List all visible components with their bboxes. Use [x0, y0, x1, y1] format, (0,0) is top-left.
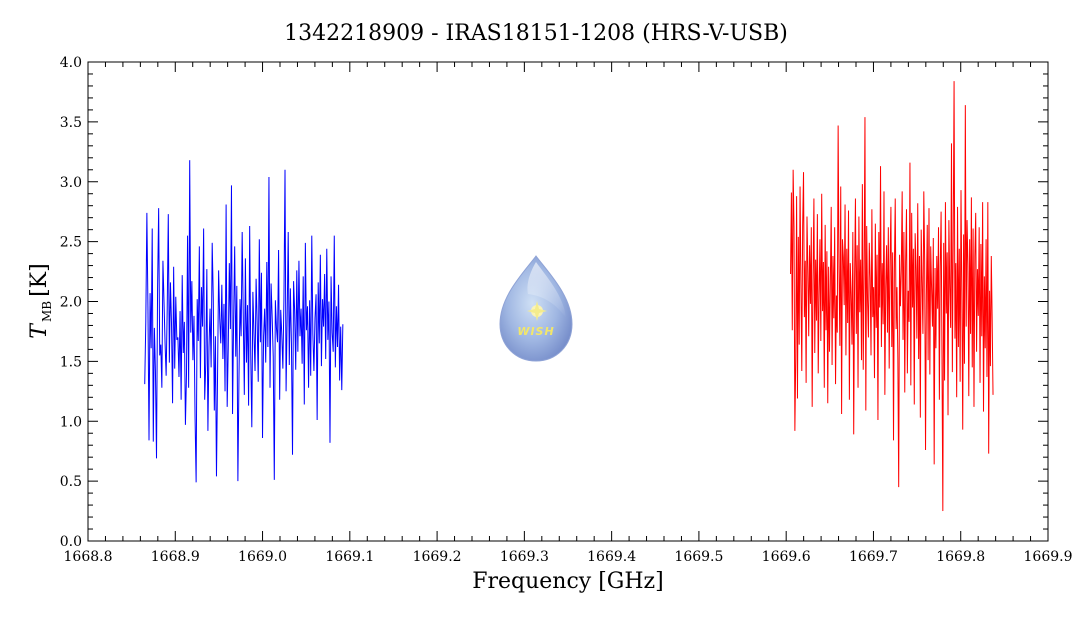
y-axis-ticks — [88, 61, 1048, 542]
x-tick-label: 1669.7 — [849, 549, 898, 565]
y-tick-label: 0.5 — [60, 474, 82, 490]
x-tick-label: 1669.6 — [762, 549, 811, 565]
series-line-1 — [144, 160, 344, 483]
y-tick-label: 3.5 — [60, 115, 82, 131]
chart-title: 1342218909 - IRAS18151-1208 (HRS-V-USB) — [284, 21, 788, 46]
x-tick-label: 1669.9 — [1024, 549, 1072, 565]
x-axis-ticks — [87, 62, 1049, 541]
y-tick-label: 1.5 — [60, 354, 82, 370]
x-axis-label: Frequency [GHz] — [472, 569, 664, 594]
x-tick-label: 1668.8 — [64, 549, 113, 565]
y-axis-tick-labels: 0.0 0.5 1.0 1.5 2.0 2.5 3.0 3.5 4.0 — [60, 55, 82, 550]
star-icon — [527, 301, 547, 321]
x-tick-label: 1669.8 — [936, 549, 985, 565]
y-axis-label-subscript: MB — [40, 301, 54, 322]
series-line-2 — [790, 81, 994, 512]
x-tick-label: 1669.5 — [674, 549, 723, 565]
x-tick-label: 1668.9 — [151, 549, 200, 565]
x-tick-label: 1669.3 — [500, 549, 549, 565]
y-tick-label: 0.0 — [60, 534, 82, 550]
x-tick-label: 1669.1 — [325, 549, 374, 565]
drop-highlight — [527, 262, 566, 318]
series-layer — [144, 81, 994, 512]
y-tick-label: 3.0 — [60, 175, 82, 191]
x-axis-tick-labels: 1668.8 1668.9 1669.0 1669.1 1669.2 1669.3 1669… — [64, 549, 1072, 565]
y-axis-label-unit: [K] — [27, 263, 52, 297]
wish-logo: WISH — [499, 255, 573, 362]
y-tick-label: 2.0 — [60, 295, 82, 311]
y-tick-label: 2.5 — [60, 235, 82, 251]
logo-lettering: WISH — [517, 325, 554, 338]
x-tick-label: 1669.2 — [413, 549, 462, 565]
y-axis-label: TMB [K] — [27, 263, 54, 338]
y-tick-label: 4.0 — [60, 55, 82, 71]
y-axis-label-symbol: T — [27, 322, 52, 339]
x-tick-label: 1669.0 — [238, 549, 287, 565]
y-tick-label: 1.0 — [60, 414, 82, 430]
x-tick-label: 1669.4 — [587, 549, 636, 565]
